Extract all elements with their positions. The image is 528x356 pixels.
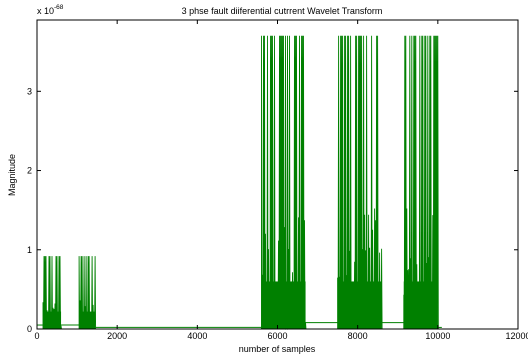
x-tick-label: 0 xyxy=(34,331,39,341)
x-tick-label: 8000 xyxy=(348,331,368,341)
y-axis-label: Magnitude xyxy=(7,154,17,196)
signal-burst xyxy=(403,35,439,330)
y-tick-label: 1 xyxy=(27,245,32,255)
x-tick-label: 2000 xyxy=(107,331,127,341)
plot-area xyxy=(37,35,442,330)
y-tick-label: 0 xyxy=(27,324,32,334)
y-tick-label: 3 xyxy=(27,86,32,96)
x-tick-label: 6000 xyxy=(267,331,287,341)
x-tick-label: 4000 xyxy=(187,331,207,341)
burst-trace xyxy=(78,256,97,330)
signal-burst xyxy=(42,256,62,330)
y-exponent-label: x 10-68 xyxy=(37,4,64,16)
x-tick-label: 10000 xyxy=(425,331,450,341)
y-tick-label: 2 xyxy=(27,166,32,176)
signal-burst xyxy=(261,35,307,330)
signal-burst xyxy=(337,35,383,330)
burst-trace xyxy=(261,35,307,330)
x-axis-label: number of samples xyxy=(239,344,316,354)
burst-trace xyxy=(403,35,439,330)
burst-trace xyxy=(337,35,383,330)
burst-trace xyxy=(42,256,62,330)
chart-title: 3 phse fault diiferential cutrrent Wavel… xyxy=(182,6,383,16)
signal-burst xyxy=(78,256,97,330)
